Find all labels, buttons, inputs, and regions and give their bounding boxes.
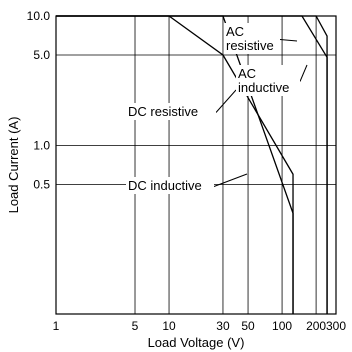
annotation-background xyxy=(126,103,216,120)
annotation-dc-resistive: DC resistive xyxy=(126,89,237,120)
y-tick-label: 1.0 xyxy=(33,139,50,153)
annotation-dc-inductive: DC inductive xyxy=(126,173,248,194)
annotation-leader xyxy=(299,64,308,82)
annotation-background xyxy=(126,177,214,194)
y-tick-label: 0.5 xyxy=(33,177,50,191)
x-tick-label: 100 xyxy=(272,319,292,333)
x-tick-label: 200 xyxy=(306,319,326,333)
series-lines xyxy=(56,15,328,314)
annotation-text: DC resistive xyxy=(128,104,198,119)
y-tick-label: 10.0 xyxy=(27,9,51,23)
x-axis-label: Load Voltage (V) xyxy=(148,335,245,350)
x-tick-label: 30 xyxy=(216,319,230,333)
x-tick-label: 50 xyxy=(241,319,255,333)
x-tick-label: 300 xyxy=(326,319,346,333)
annotation-text: AC xyxy=(238,66,256,81)
x-tick-label: 1 xyxy=(53,319,60,333)
plot-frame xyxy=(55,15,337,315)
annotation-leader xyxy=(213,173,248,187)
x-tick-label: 5 xyxy=(132,319,139,333)
y-tick-label: 5.0 xyxy=(33,48,50,62)
annotation-text: resistive xyxy=(226,38,274,53)
annotation-background xyxy=(224,23,280,54)
annotation-text: AC xyxy=(226,24,244,39)
annotation-background xyxy=(236,65,300,96)
tick-labels: 1 5 10 30 50 100 200 300 10.0 5.0 1.0 0.5 xyxy=(27,9,347,333)
series-line-ac-inductive xyxy=(56,15,328,314)
annotation-leader xyxy=(279,39,298,42)
x-tick-label: 10 xyxy=(162,319,176,333)
grid-lines xyxy=(56,16,336,314)
series-line-dc-resistive xyxy=(56,15,294,314)
annotation-text: DC inductive xyxy=(128,178,202,193)
series-line-ac-resistive xyxy=(56,15,328,314)
annotation-text: inductive xyxy=(238,80,289,95)
annotation-leader xyxy=(215,89,237,113)
series-line-dc-inductive xyxy=(56,15,294,314)
y-axis-label: Load Current (A) xyxy=(6,117,21,214)
